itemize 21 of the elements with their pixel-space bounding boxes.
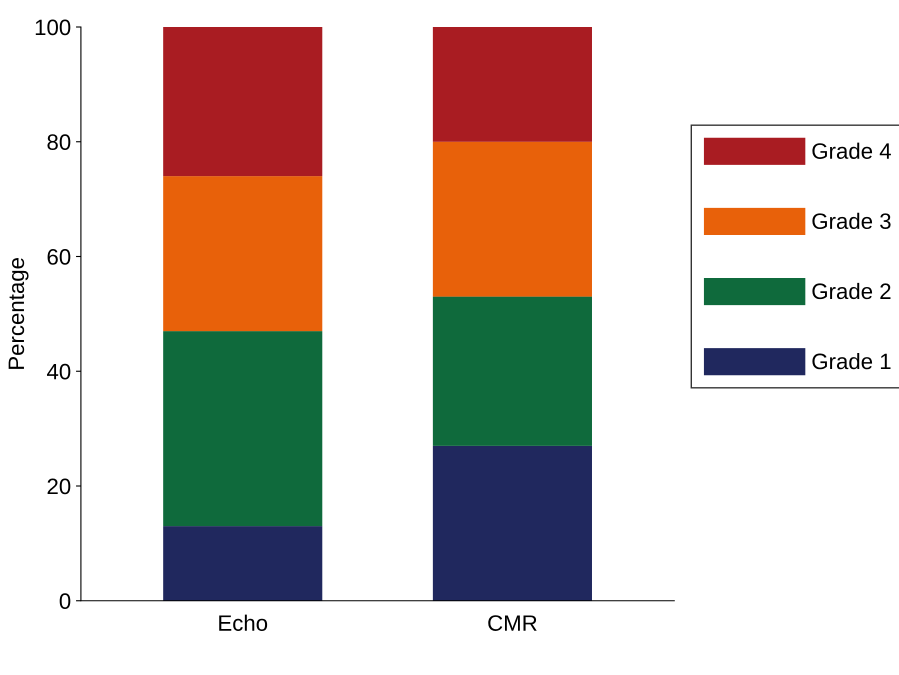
x-tick-label: CMR (488, 615, 537, 631)
legend-label: Grade 4 (812, 142, 891, 159)
bar (432, 27, 592, 142)
y-axis-title: Percentage (8, 258, 29, 369)
y-tick-label: 100 (36, 20, 70, 36)
bar (432, 446, 592, 601)
legend-label: Grade 1 (812, 352, 891, 370)
bar (163, 176, 322, 332)
bar (163, 526, 322, 601)
x-tick-label: Echo (219, 614, 268, 631)
bar (432, 142, 592, 297)
y-tick-label: 0 (60, 593, 70, 610)
y-tick-label: 40 (46, 364, 70, 380)
bar (432, 296, 592, 446)
legend-label: Grade 2 (812, 282, 890, 300)
bar (163, 331, 322, 526)
legend-label: Grade 3 (812, 212, 891, 230)
bar (163, 27, 322, 176)
y-tick-label: 60 (48, 249, 70, 265)
y-tick-label: 80 (47, 134, 70, 150)
y-tick-label: 20 (48, 478, 70, 494)
